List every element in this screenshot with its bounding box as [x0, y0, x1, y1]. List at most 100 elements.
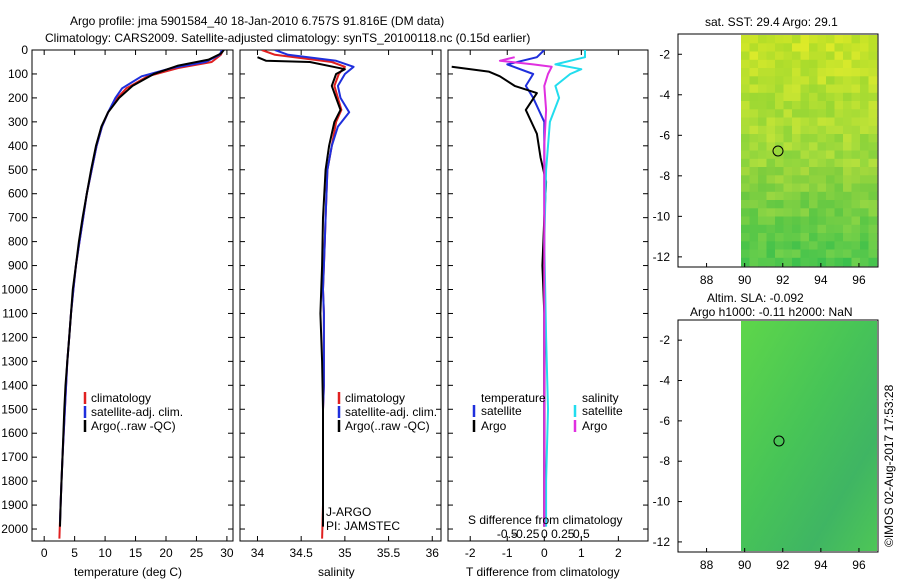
x-tick-label: -2 [465, 546, 476, 560]
sst-map-axes: 88 90 92 94 96 -2 -4 -6 -8 -10 -12 [653, 47, 866, 287]
x-tick-label: 34.5 [289, 546, 313, 560]
difference-xlabel-s: S difference from climatology [468, 513, 623, 527]
legend-temp-satellite: satellite [481, 404, 522, 418]
x-tick-label: 0 [541, 546, 548, 560]
difference-xlabel: T difference from climatology [466, 565, 620, 579]
sst-argo-marker [772, 145, 784, 157]
salinity-panel-frame [239, 49, 442, 542]
x-tick-label: 10 [98, 546, 112, 560]
series-climatology [261, 50, 346, 539]
depth-tick-label: 0 [21, 43, 28, 57]
figure-title-line2: Climatology: CARS2009. Satellite-adjuste… [45, 31, 530, 45]
x-tick-label: 0 [41, 546, 48, 560]
map-y-tick-label: -10 [653, 495, 671, 509]
map-y-tick-label: -4 [659, 374, 670, 388]
salinity-series [257, 50, 355, 539]
map-x-tick-label: 88 [700, 273, 714, 287]
x-tick-label: 30 [220, 546, 234, 560]
depth-tick-label: 1400 [1, 378, 28, 392]
x-tick-label: -1 [502, 546, 513, 560]
series-argo-raw-qc- [59, 50, 225, 527]
salinity-x-axis: 34 34.5 35 35.5 36 [251, 50, 439, 560]
legend-satellite: satellite-adj. clim. [345, 405, 437, 419]
depth-tick-label: 700 [8, 211, 28, 225]
map-y-tick-label: -8 [659, 169, 670, 183]
depth-tick-label: 1900 [1, 498, 28, 512]
temperature-legend: climatology satellite-adj. clim. Argo(..… [83, 391, 183, 433]
temperature-series [58, 50, 225, 539]
legend-salinity-head: salinity [582, 391, 619, 405]
x-tick-label: 34 [251, 546, 265, 560]
x-tick-label: 20 [159, 546, 173, 560]
legend-sal-argo: Argo [582, 419, 608, 433]
depth-tick-label: 1500 [1, 402, 28, 416]
temperature-panel-frame [31, 49, 234, 542]
series-salinity-satellite [543, 50, 586, 527]
sst-map-title: sat. SST: 29.4 Argo: 29.1 [705, 15, 838, 29]
x-tick-label: 15 [129, 546, 143, 560]
series-temperature-satellite [506, 50, 546, 527]
sla-map-title: Altim. SLA: -0.092 [707, 291, 804, 305]
s-diff-tick-label: 0.5 [573, 527, 590, 541]
map-y-tick-label: -12 [653, 535, 671, 549]
depth-tick-label: 800 [8, 235, 28, 249]
difference-x-axis: -2 -1 0 1 2 [465, 50, 622, 560]
legend-sal-satellite: satellite [582, 404, 623, 418]
map-x-tick-label: 94 [814, 273, 828, 287]
legend-temperature-head: temperature [481, 391, 546, 405]
map-y-tick-label: -2 [659, 333, 670, 347]
sla-map-field [741, 321, 877, 551]
sla-map-axes: 88 90 92 94 96 -2 -4 -6 -8 -10 -12 [653, 333, 866, 572]
depth-tick-label: 2000 [1, 522, 28, 536]
map-y-tick-label: -2 [659, 47, 670, 61]
s-diff-tick-label: 0 [541, 527, 548, 541]
depth-tick-label: 600 [8, 187, 28, 201]
depth-tick-label: 1800 [1, 474, 28, 488]
map-x-tick-label: 96 [852, 273, 866, 287]
series-satellite-adj-clim- [274, 50, 355, 522]
depth-tick-label: 200 [8, 91, 28, 105]
depth-tick-label: 500 [8, 163, 28, 177]
s-diff-tick-label: -0.25 [512, 527, 540, 541]
salinity-xlabel: salinity [318, 565, 355, 579]
map-y-tick-label: -10 [653, 209, 671, 223]
depth-tick-label: 400 [8, 139, 28, 153]
legend-climatology: climatology [345, 391, 405, 405]
depth-tick-label: 1700 [1, 450, 28, 464]
map-x-tick-label: 94 [814, 558, 828, 572]
legend-argo: Argo(..raw -QC) [345, 419, 430, 433]
sla-argo-marker [773, 435, 785, 447]
x-tick-label: 35 [338, 546, 352, 560]
sst-map-field [741, 35, 878, 267]
depth-tick-label: 1600 [1, 426, 28, 440]
difference-series [451, 50, 586, 527]
x-tick-label: 35.5 [377, 546, 401, 560]
depth-axis: 0 100 200 300 400 500 600 700 800 900 1000 1100 1200… [1, 43, 648, 536]
map-x-tick-label: 92 [776, 273, 790, 287]
depth-tick-label: 1200 [1, 330, 28, 344]
temperature-x-axis: 0 5 10 15 20 25 30 [41, 50, 234, 560]
salinity-legend: climatology satellite-adj. clim. Argo(..… [337, 391, 437, 433]
map-y-tick-label: -6 [659, 414, 670, 428]
imos-credit: ©IMOS 02-Aug-2017 17:53:28 [882, 384, 896, 547]
legend-satellite: satellite-adj. clim. [91, 405, 183, 419]
salinity-annotation-pi: PI: JAMSTEC [326, 519, 400, 533]
series-satellite-adj-clim- [59, 50, 223, 522]
depth-tick-label: 900 [8, 259, 28, 273]
difference-panel-frame [447, 49, 649, 542]
depth-tick-label: 1000 [1, 283, 28, 297]
map-y-tick-label: -6 [659, 128, 670, 142]
series-argo-raw-qc- [257, 56, 346, 527]
s-diff-tick-label: -0.5 [497, 527, 518, 541]
s-diff-tick-label: 0.25 [551, 527, 575, 541]
x-tick-label: 36 [426, 546, 440, 560]
map-y-tick-label: -12 [653, 250, 671, 264]
x-tick-label: 1 [578, 546, 585, 560]
legend-temp-argo: Argo [481, 419, 507, 433]
x-tick-label: 2 [615, 546, 622, 560]
salinity-difference-x-axis: -0.5-0.25 0 0.250.5 [497, 527, 590, 541]
map-x-tick-label: 90 [738, 558, 752, 572]
series-salinity-argo [498, 56, 553, 527]
map-y-tick-label: -8 [659, 454, 670, 468]
